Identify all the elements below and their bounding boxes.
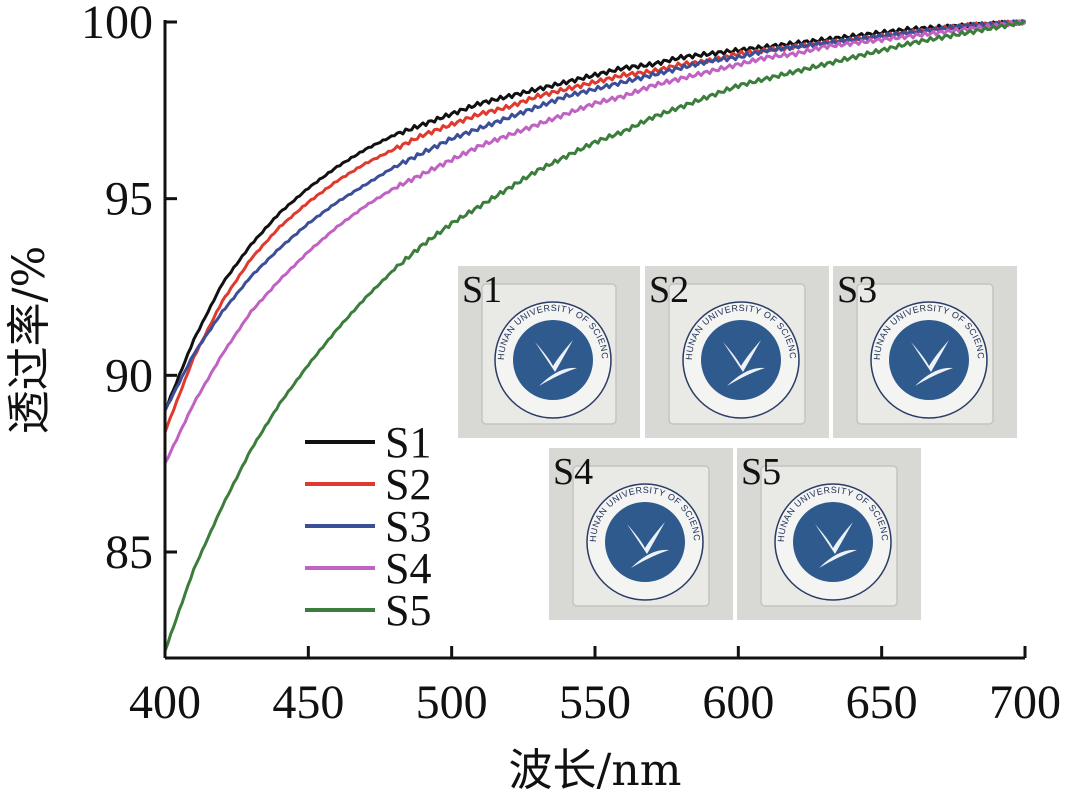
series-lines: [163, 19, 1027, 652]
x-tick-label: 700: [989, 676, 1061, 729]
x-tick-label: 400: [129, 676, 201, 729]
university-logo-icon: [605, 502, 685, 582]
logo-leaf-shape: [911, 340, 949, 372]
logo-leaf-shape: [535, 340, 573, 372]
university-logo-icon: [513, 320, 593, 400]
y-tick-label: 100: [81, 0, 153, 49]
logo-leaf-shape: [627, 522, 665, 554]
series-line-s3: [163, 19, 1027, 412]
y-tick-label: 85: [105, 526, 153, 579]
y-tick-label: 95: [105, 173, 153, 226]
x-tick-label: 600: [702, 676, 774, 729]
x-tick-label: 550: [559, 676, 631, 729]
x-tick-label: 650: [846, 676, 918, 729]
y-axis-title: 透过率/%: [4, 246, 55, 435]
x-axis-title: 波长/nm: [509, 745, 682, 793]
logo-leaf-shape: [723, 340, 761, 372]
legend-label-s3: S3: [385, 502, 431, 551]
series-line-s2: [163, 19, 1026, 433]
legend-label-s1: S1: [385, 418, 431, 467]
x-tick-label: 500: [416, 676, 488, 729]
y-tick-label: 90: [105, 349, 153, 402]
legend-label-s2: S2: [385, 460, 431, 509]
logo-leaf-shape: [815, 522, 853, 554]
legend-label-s4: S4: [385, 544, 431, 593]
photo-label-s5: S5: [741, 451, 781, 493]
axes: 400 450 500 550 600 650 700 85 90 95 100 波长/nm 透过率/%: [4, 0, 1061, 793]
series-line-s4: [163, 19, 1027, 464]
university-logo-icon: [793, 502, 873, 582]
university-logo-icon: [889, 320, 969, 400]
legend-label-s5: S5: [385, 586, 431, 635]
photo-label-s2: S2: [649, 269, 689, 311]
series-line-s5: [163, 19, 1027, 652]
x-tick-label: 450: [272, 676, 344, 729]
photo-label-s3: S3: [837, 269, 877, 311]
photo-label-s4: S4: [553, 451, 593, 493]
photo-label-s1: S1: [462, 269, 502, 311]
university-logo-icon: [701, 320, 781, 400]
sample-photo-s1: HUNAN UNIVERSITY OF SCIENCE AND TECHNOLO…: [0, 0, 640, 438]
